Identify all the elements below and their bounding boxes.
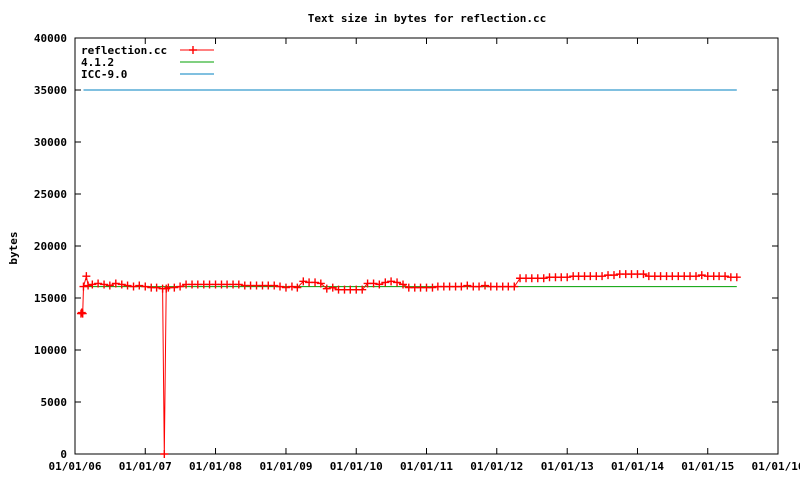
data-point (160, 450, 169, 458)
data-point (322, 284, 331, 293)
data-point (732, 273, 741, 282)
data-point (358, 285, 367, 294)
data-point (117, 280, 126, 289)
data-point (375, 280, 384, 289)
data-point (563, 273, 572, 282)
x-tick-label: 01/01/11 (400, 460, 453, 473)
x-tick-label: 01/01/08 (189, 460, 242, 473)
y-tick-label: 40000 (34, 32, 67, 45)
plot-frame (74, 37, 779, 455)
data-point (328, 283, 337, 292)
data-point (270, 281, 279, 290)
data-point (510, 282, 519, 291)
data-point (369, 279, 378, 288)
legend-label: ICC-9.0 (81, 68, 127, 81)
data-point (539, 274, 548, 283)
data-point (387, 277, 396, 286)
legend-label: reflection.cc (81, 44, 167, 57)
series-reflection-cc (76, 270, 741, 458)
x-tick-label: 01/01/10 (330, 460, 383, 473)
legend-label: 4.1.2 (81, 56, 114, 69)
data-point (111, 279, 120, 288)
x-tick-label: 01/01/13 (541, 460, 594, 473)
data-point (457, 282, 466, 291)
data-point (129, 282, 138, 291)
x-tick-label: 01/01/14 (611, 460, 664, 473)
data-point (721, 272, 730, 281)
data-point (299, 277, 308, 286)
chart-title: Text size in bytes for reflection.cc (308, 12, 546, 25)
data-point (399, 280, 408, 289)
data-point (639, 270, 648, 279)
x-tick-label: 01/01/06 (49, 460, 102, 473)
data-point (105, 281, 114, 290)
x-tick-label: 01/01/16 (752, 460, 800, 473)
data-point (598, 272, 607, 281)
data-point (77, 308, 86, 317)
y-tick-label: 15000 (34, 292, 67, 305)
data-point (94, 279, 103, 288)
y-axis-label: bytes (7, 231, 20, 264)
x-tick-label: 01/01/07 (119, 460, 172, 473)
y-axis: 0 5000 10000 15000 20000 25000 30000 35000 40000 (34, 32, 778, 461)
x-axis: 01/01/06 01/01/07 01/01/08 01/01/09 01/01/10… (49, 38, 800, 473)
data-point (234, 280, 243, 289)
data-point (141, 282, 150, 291)
legend-marker (189, 46, 197, 54)
data-point (88, 280, 97, 289)
x-tick-label: 01/01/09 (259, 460, 312, 473)
x-tick-label: 01/01/15 (681, 460, 734, 473)
data-point (428, 283, 437, 292)
series-line (80, 273, 737, 455)
data-point (381, 278, 390, 287)
y-tick-label: 30000 (34, 136, 67, 149)
y-tick-label: 5000 (41, 396, 68, 409)
data-point (463, 281, 472, 290)
data-point (79, 282, 88, 291)
data-point (393, 278, 402, 287)
data-point (78, 309, 87, 318)
x-tick-label: 01/01/12 (470, 460, 523, 473)
data-point (135, 281, 144, 290)
data-point (276, 282, 285, 291)
data-point (475, 282, 484, 291)
data-point (170, 283, 179, 292)
data-point (123, 281, 132, 290)
series-layer (76, 89, 741, 458)
data-point (691, 272, 700, 281)
y-tick-label: 35000 (34, 84, 67, 97)
data-point (609, 271, 618, 280)
data-point (287, 282, 296, 291)
data-point (481, 281, 490, 290)
data-point (176, 282, 185, 291)
y-tick-label: 20000 (34, 240, 67, 253)
y-tick-label: 25000 (34, 188, 67, 201)
data-point (152, 283, 161, 292)
data-point (293, 283, 302, 292)
data-point (281, 283, 290, 292)
data-point (316, 279, 325, 288)
data-point (100, 280, 109, 289)
data-point (84, 281, 93, 290)
data-point (82, 272, 91, 281)
y-tick-label: 0 (60, 448, 67, 461)
y-tick-label: 10000 (34, 344, 67, 357)
data-point (311, 278, 320, 287)
data-point (697, 271, 706, 280)
